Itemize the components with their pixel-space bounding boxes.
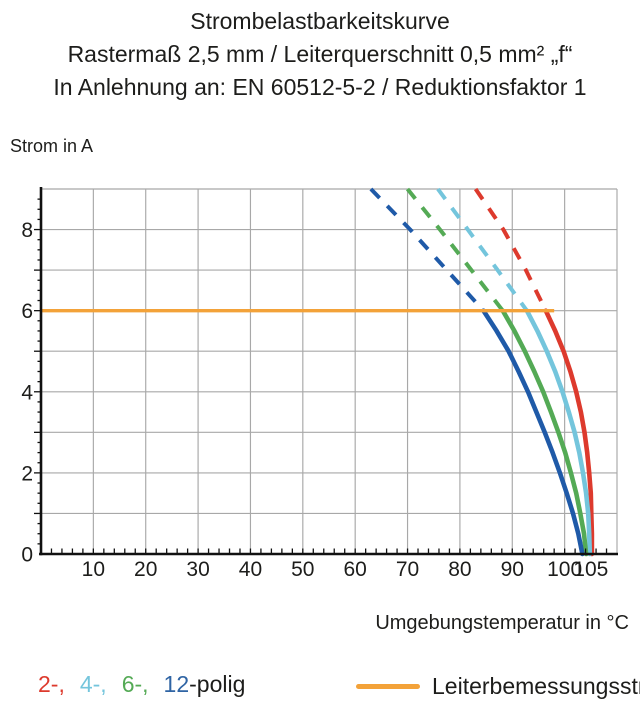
curve-2-polig-solid bbox=[543, 308, 595, 557]
chart-title-block: Strombelastbarkeitskurve Rastermaß 2,5 m… bbox=[0, 0, 640, 104]
y-tick-label: 4 bbox=[21, 381, 33, 404]
chart-title-line3: In Anlehnung an: EN 60512-5-2 / Reduktio… bbox=[53, 74, 587, 100]
curve-2-polig bbox=[473, 187, 595, 557]
chart-title-line2: Rastermaß 2,5 mm / Leiterquerschnitt 0,5… bbox=[67, 41, 573, 67]
curve-12-polig-solid bbox=[481, 308, 585, 557]
legend-polig-suffix: -polig bbox=[189, 671, 246, 697]
y-tick-label: 6 bbox=[21, 300, 33, 323]
curve-2-polig-dashed bbox=[473, 187, 548, 312]
pole-count-legend: 2-, 4-, 6-, 12-polig bbox=[38, 671, 245, 698]
x-tick-label: 70 bbox=[396, 558, 419, 581]
x-tick-label: 100 bbox=[547, 558, 582, 581]
y-tick-label: 8 bbox=[21, 219, 33, 242]
x-axis-title: Umgebungstemperatur in °C bbox=[375, 612, 629, 634]
curve-4-polig-solid bbox=[524, 308, 593, 557]
y-tick-labels: 0 2 4 6 8 bbox=[21, 219, 33, 566]
legend-12-pole: 12 bbox=[163, 671, 190, 697]
legend-2-pole: 2-, bbox=[38, 671, 65, 697]
rated-current-legend-label: Leiterbemessungsstrom bbox=[432, 672, 640, 699]
rated-current-legend: Leiterbemessungsstrom bbox=[356, 671, 640, 701]
chart-title-line1: Strombelastbarkeitskurve bbox=[190, 8, 450, 34]
axis-ticks bbox=[34, 198, 608, 553]
x-tick-label: 10 bbox=[82, 558, 105, 581]
axes bbox=[39, 187, 618, 556]
x-tick-label: 30 bbox=[186, 558, 209, 581]
legend-6-pole: 6-, bbox=[121, 671, 149, 697]
derating-chart-page: Strombelastbarkeitskurve Rastermaß 2,5 m… bbox=[0, 0, 640, 699]
y-tick-label: 0 bbox=[21, 544, 33, 567]
curve-12-polig-dashed bbox=[369, 187, 485, 313]
legend-4-pole: 4-, bbox=[79, 671, 107, 697]
x-tick-label: 20 bbox=[134, 558, 157, 581]
x-tick-label: 80 bbox=[448, 558, 471, 581]
y-axis-title: Strom in A bbox=[10, 136, 94, 156]
x-tick-label: 60 bbox=[344, 558, 367, 581]
x-tick-label: 105 bbox=[573, 558, 608, 581]
rated-current-line-swatch bbox=[356, 683, 420, 689]
curve-4-polig bbox=[436, 187, 593, 557]
gridlines bbox=[41, 188, 618, 554]
curve-6-polig-dashed bbox=[405, 187, 505, 312]
curve-6-polig bbox=[405, 187, 589, 557]
x-tick-label: 90 bbox=[501, 558, 524, 581]
curve-12-polig bbox=[369, 187, 585, 557]
x-tick-label: 50 bbox=[291, 558, 314, 581]
curve-4-polig-dashed bbox=[436, 187, 529, 312]
y-tick-label: 2 bbox=[21, 462, 33, 485]
x-tick-label: 40 bbox=[239, 558, 262, 581]
curve-6-polig-solid bbox=[500, 308, 589, 557]
